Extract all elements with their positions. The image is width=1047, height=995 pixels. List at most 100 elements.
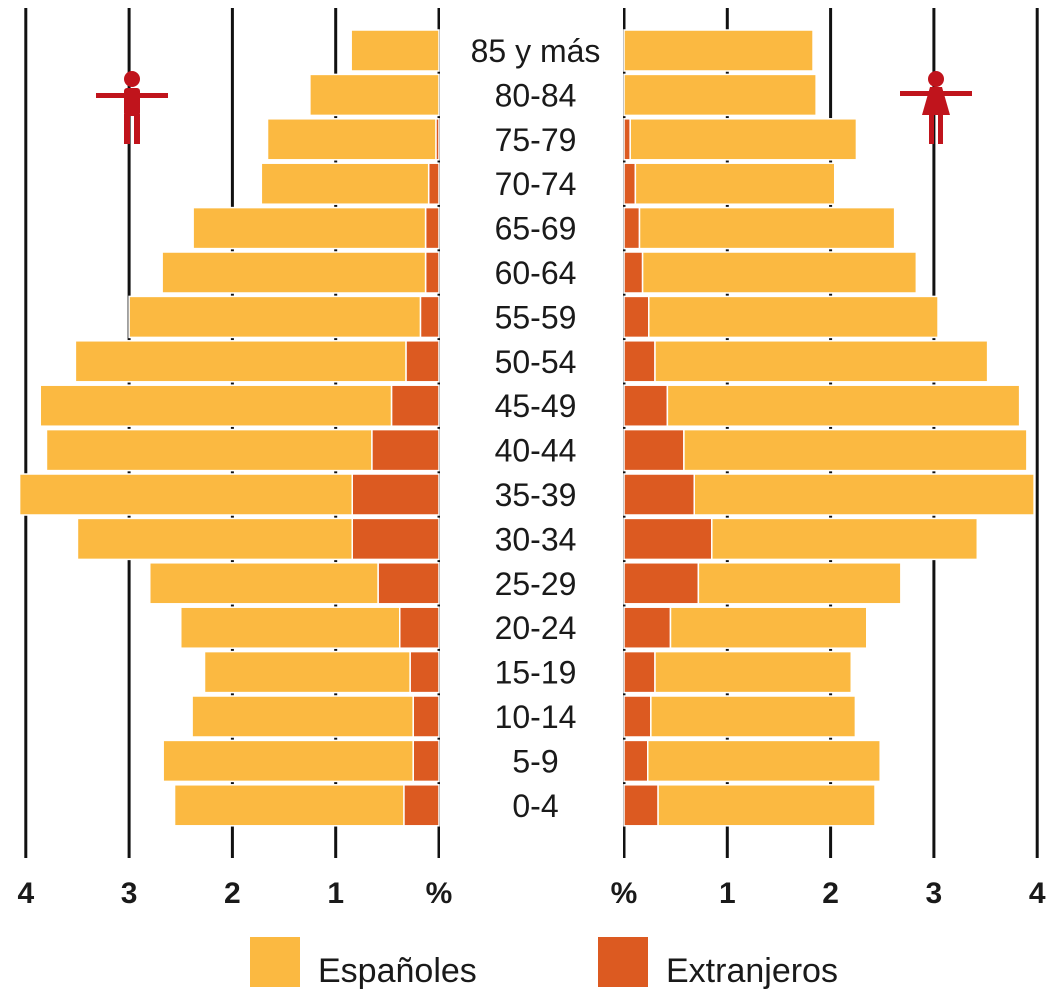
age-label: 70-74 [495, 166, 577, 202]
age-label: 5-9 [512, 743, 558, 779]
bar-right-espanoles-2 [629, 118, 858, 161]
bar-left-espanoles-2 [266, 118, 437, 161]
age-label: 40-44 [495, 433, 577, 469]
age-label: 25-29 [495, 566, 577, 602]
age-label: 45-49 [495, 388, 577, 424]
bar-right-extranjeros-5 [623, 251, 644, 294]
bar-right-espanoles-3 [634, 162, 836, 205]
bar-right-extranjeros-15 [623, 695, 652, 738]
bar-left-espanoles-13 [180, 606, 401, 649]
female-figure-icon [900, 71, 972, 144]
bar-left-espanoles-10 [18, 473, 353, 516]
bar-right-espanoles-0 [623, 29, 814, 72]
bar-left-extranjeros-6 [419, 295, 440, 339]
age-labels: 85 y más 80-84 75-79 70-74 65-69 60-64 55-59 50… [471, 33, 601, 824]
bar-left-espanoles-8 [39, 384, 393, 427]
legend-swatch-extranjeros [598, 937, 648, 987]
bar-right-espanoles-17 [657, 784, 876, 827]
bar-right-espanoles-8 [666, 384, 1021, 427]
age-label: 20-24 [495, 610, 577, 646]
bar-left-extranjeros-12 [377, 562, 440, 605]
bar-right-extranjeros-17 [623, 784, 659, 827]
bar-left-extranjeros-15 [412, 695, 440, 738]
bar-right-extranjeros-11 [623, 517, 713, 561]
bar-left-espanoles-15 [191, 695, 414, 738]
legend-swatch-espanoles [250, 937, 300, 987]
tick-label-right: 1 [719, 877, 736, 910]
bar-left-extranjeros-4 [424, 206, 440, 250]
tick-label-right: % [611, 877, 638, 910]
age-label: 80-84 [495, 77, 577, 113]
age-label: 15-19 [495, 655, 577, 691]
bar-left-espanoles-1 [309, 73, 440, 117]
bar-left-extranjeros-16 [412, 739, 440, 783]
bar-left-extranjeros-8 [390, 384, 440, 427]
bar-right-espanoles-6 [648, 295, 939, 339]
legend: Españoles Extranjeros [250, 937, 838, 990]
tick-label-right: 4 [1029, 877, 1046, 910]
bar-right-extranjeros-14 [623, 650, 656, 694]
bar-left-extranjeros-17 [403, 784, 440, 827]
bar-left-extranjeros-3 [427, 162, 440, 205]
bar-right-espanoles-5 [641, 251, 918, 294]
bar-left-extranjeros-5 [424, 251, 440, 294]
bar-left-espanoles-7 [74, 340, 407, 383]
bar-right-espanoles-9 [683, 428, 1028, 472]
bar-right-extranjeros-4 [623, 206, 641, 250]
age-label: 75-79 [495, 122, 577, 158]
bar-right-extranjeros-2 [623, 118, 631, 161]
bar-right-extranjeros-7 [623, 340, 656, 383]
bar-right-extranjeros-13 [623, 606, 672, 649]
legend-label-extranjeros: Extranjeros [666, 952, 838, 990]
legend-label-espanoles: Españoles [318, 952, 477, 990]
bar-right-espanoles-11 [711, 517, 979, 561]
tick-label-left: % [426, 877, 453, 910]
bar-left-extranjeros-7 [405, 340, 440, 383]
bar-left-espanoles-4 [192, 206, 427, 250]
age-label: 60-64 [495, 255, 577, 291]
tick-label-left: 4 [17, 877, 34, 910]
bar-right-espanoles-14 [654, 650, 853, 694]
axis-tick-labels: 4 3 2 1%% 1 2 3 4 [17, 877, 1045, 910]
bar-left-espanoles-17 [173, 784, 405, 827]
bar-left-espanoles-12 [149, 562, 379, 605]
bar-right-espanoles-16 [647, 739, 881, 783]
age-label: 0-4 [512, 788, 558, 824]
bar-right-espanoles-15 [650, 695, 857, 738]
age-label: 50-54 [495, 344, 577, 380]
bar-right-espanoles-1 [623, 73, 817, 117]
bar-right-extranjeros-10 [623, 473, 695, 516]
age-label: 85 y más [471, 33, 601, 69]
male-figure-icon [96, 71, 168, 144]
bar-left-espanoles-9 [45, 428, 373, 472]
age-label: 30-34 [495, 521, 577, 557]
bar-right-extranjeros-6 [623, 295, 650, 339]
bar-left-espanoles-5 [161, 251, 427, 294]
bar-left-espanoles-3 [260, 162, 430, 205]
bar-right-extranjeros-8 [623, 384, 669, 427]
bar-right-espanoles-12 [697, 562, 902, 605]
age-label: 35-39 [495, 477, 577, 513]
bar-right-extranjeros-12 [623, 562, 700, 605]
tick-label-right: 3 [926, 877, 943, 910]
bar-right-espanoles-10 [693, 473, 1035, 516]
bar-right-extranjeros-3 [623, 162, 637, 205]
bar-left-extranjeros-9 [371, 428, 440, 472]
bar-left-espanoles-11 [76, 517, 353, 561]
tick-label-left: 2 [224, 877, 241, 910]
center-column [440, 0, 623, 858]
tick-label-left: 1 [327, 877, 344, 910]
bar-right-extranjeros-16 [623, 739, 649, 783]
tick-label-left: 3 [121, 877, 138, 910]
bars [18, 0, 1035, 858]
bar-right-espanoles-4 [638, 206, 896, 250]
bar-left-espanoles-0 [350, 29, 440, 72]
age-label: 10-14 [495, 699, 577, 735]
tick-label-right: 2 [822, 877, 839, 910]
age-label: 55-59 [495, 299, 577, 335]
bar-right-espanoles-7 [654, 340, 989, 383]
bar-left-extranjeros-14 [409, 650, 440, 694]
bar-left-extranjeros-13 [398, 606, 440, 649]
